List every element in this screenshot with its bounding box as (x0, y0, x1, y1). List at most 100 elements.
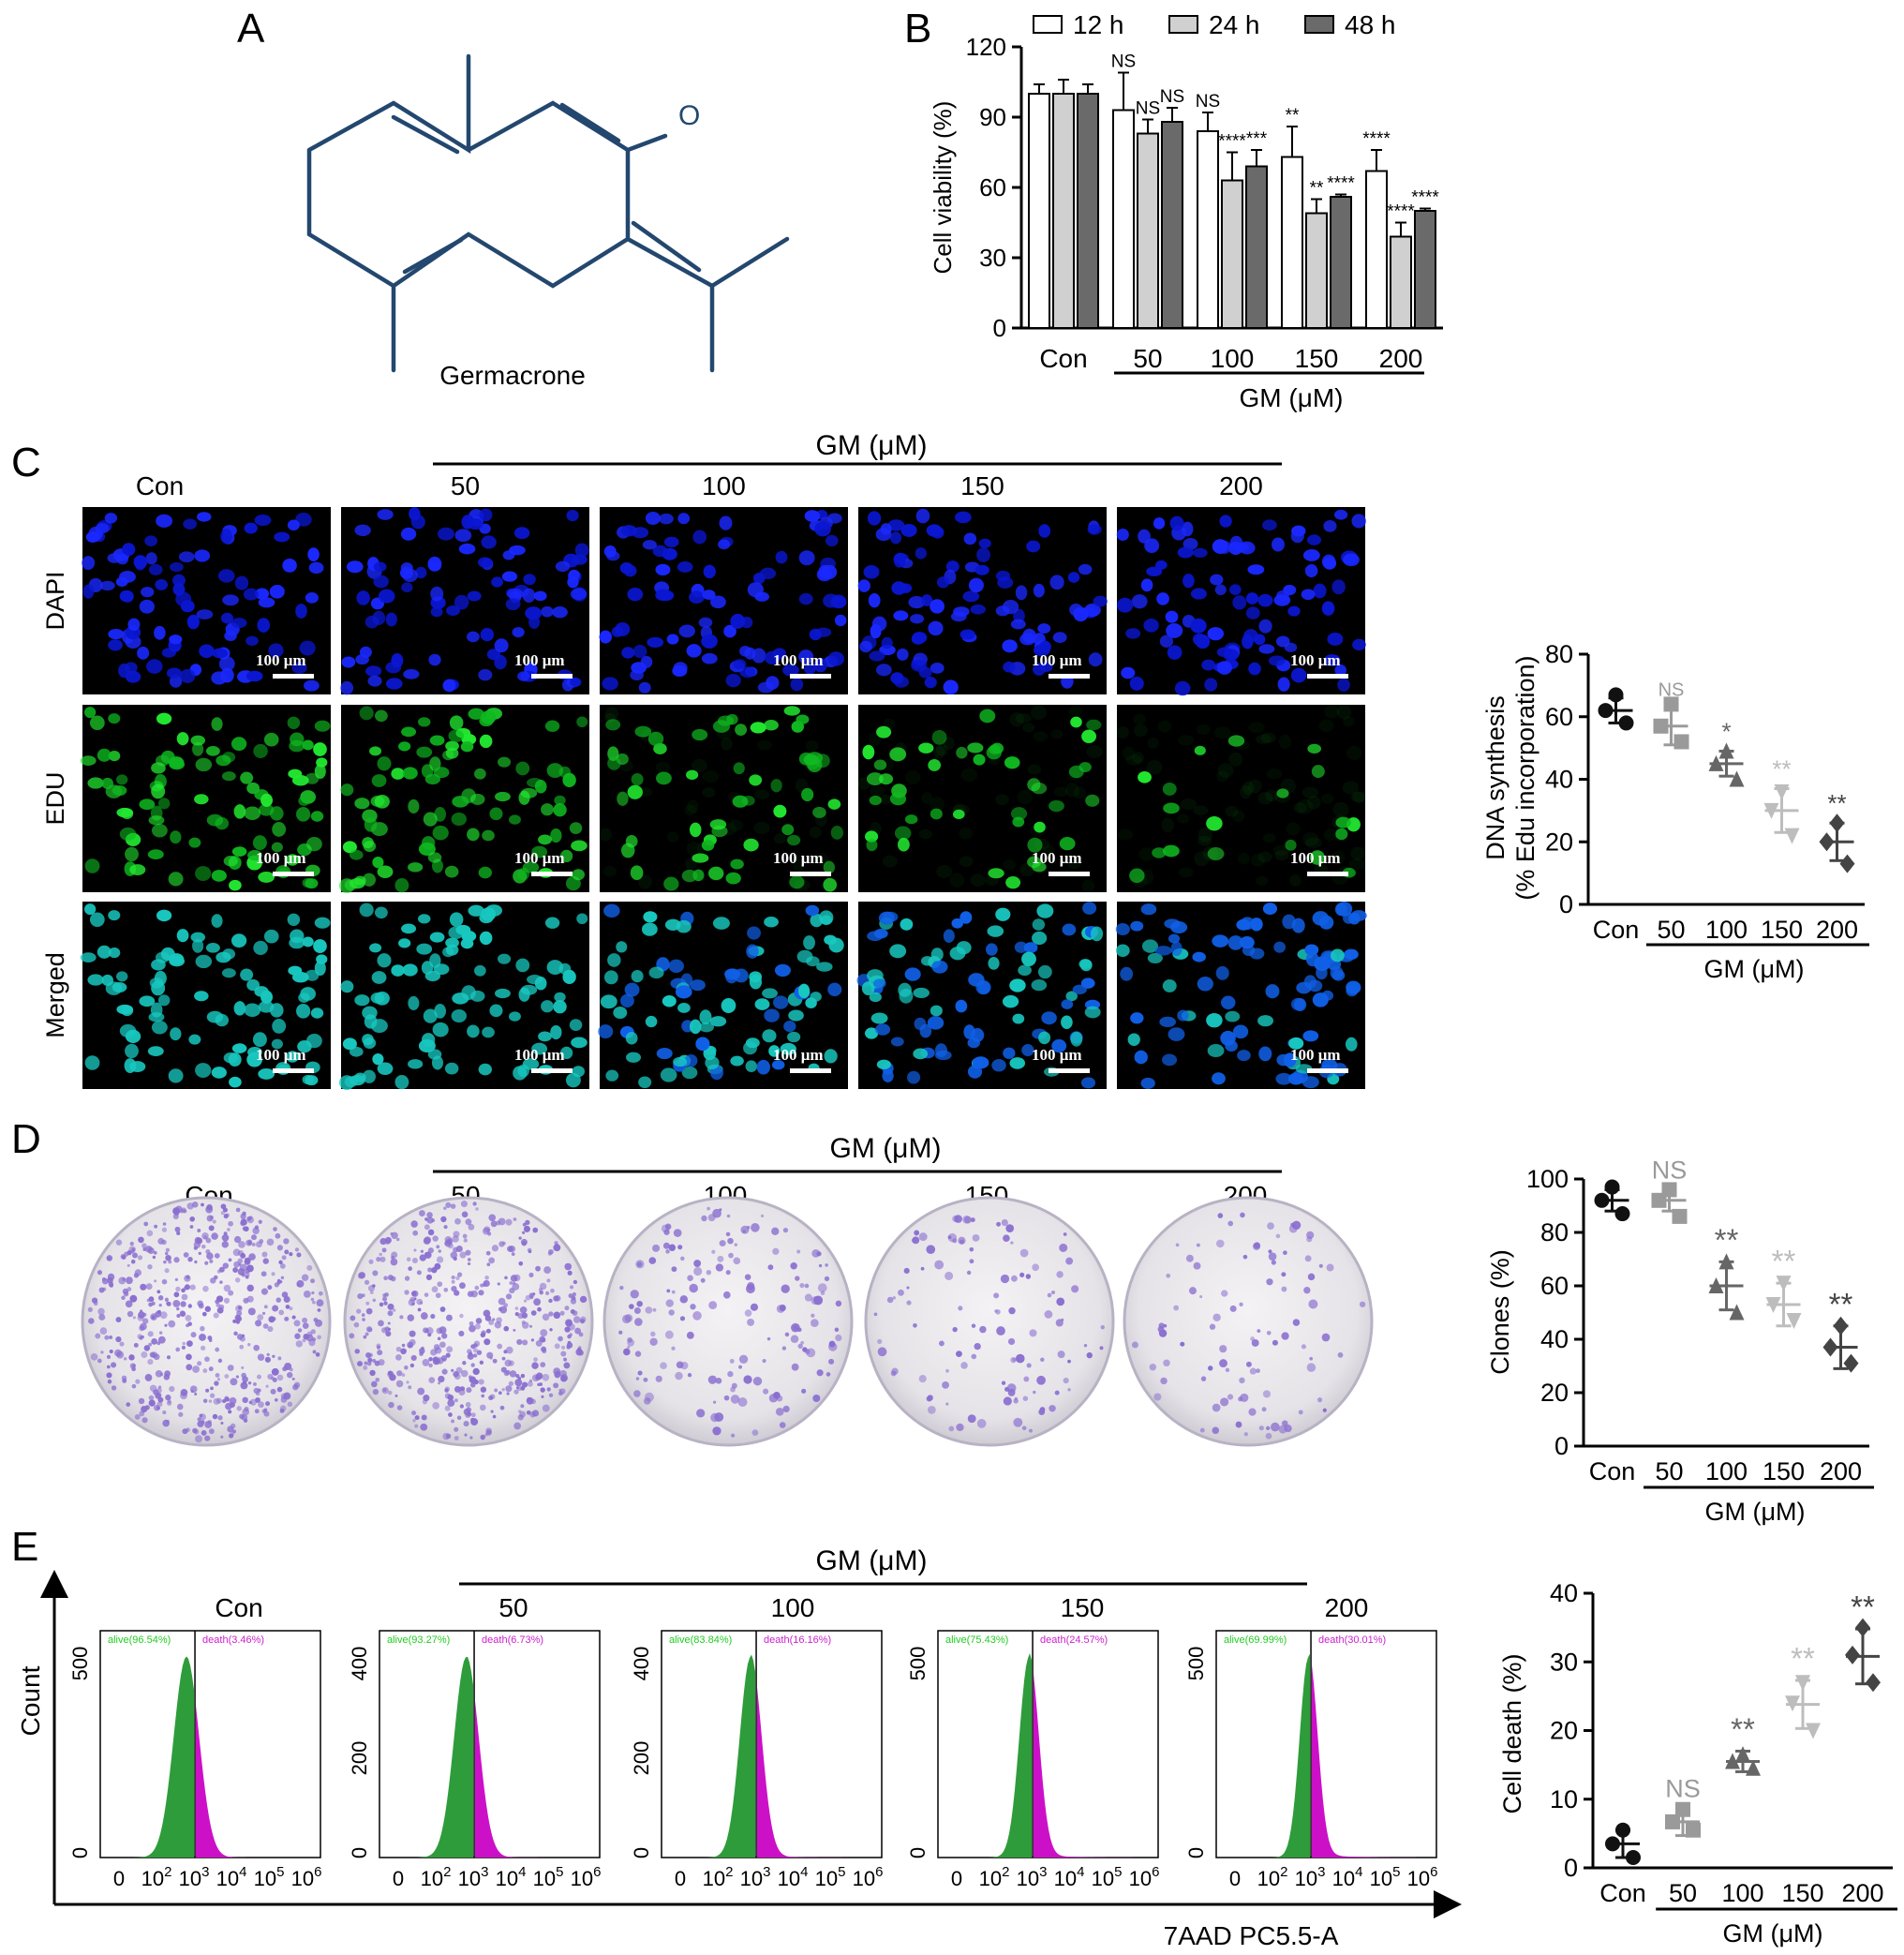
colony (472, 1201, 477, 1206)
nucleus (569, 822, 583, 834)
colony (1158, 1322, 1165, 1329)
nucleus (452, 796, 469, 808)
nucleus (689, 822, 702, 838)
colony (123, 1357, 127, 1361)
nucleus (880, 523, 892, 535)
colony (719, 1240, 726, 1247)
colony (1337, 1351, 1344, 1358)
nucleus (702, 787, 716, 798)
colony (191, 1201, 199, 1208)
nucleus (1023, 942, 1038, 953)
nucleus (626, 1052, 642, 1063)
colony (527, 1247, 532, 1253)
colony (201, 1420, 205, 1425)
nucleus (155, 578, 169, 590)
colony (752, 1376, 763, 1386)
nucleus (445, 937, 459, 948)
colony (726, 1214, 731, 1218)
colony (1219, 1359, 1227, 1368)
nucleus (739, 645, 751, 657)
colony (970, 1217, 975, 1223)
colony (1301, 1344, 1306, 1350)
colony (1158, 1329, 1168, 1337)
colony (835, 1334, 842, 1342)
data-point (1665, 1813, 1680, 1829)
b-bar (1330, 196, 1352, 329)
nucleus (600, 994, 617, 1009)
colony (310, 1297, 315, 1302)
nucleus (1022, 723, 1035, 733)
nucleus (252, 835, 267, 851)
nucleus (1350, 846, 1365, 860)
colony (693, 1266, 703, 1276)
colony (781, 1284, 790, 1293)
nucleus (803, 935, 815, 950)
nucleus (97, 748, 112, 762)
colony (1019, 1248, 1029, 1258)
nucleus (522, 588, 536, 604)
nucleus (696, 841, 711, 857)
colony (223, 1297, 231, 1304)
colony (410, 1220, 418, 1228)
nucleus (645, 1015, 658, 1028)
y-tick-label: 20 (1550, 1717, 1578, 1745)
colony (469, 1324, 476, 1333)
nucleus (1305, 837, 1322, 849)
colony (308, 1339, 316, 1347)
nucleus (933, 746, 945, 759)
nucleus (310, 1007, 324, 1019)
data-point (1672, 1208, 1688, 1224)
nucleus (677, 513, 691, 525)
colony (266, 1238, 275, 1246)
nucleus (364, 1014, 378, 1029)
nucleus (826, 513, 842, 524)
colony (247, 1380, 252, 1385)
colony (570, 1298, 577, 1305)
nucleus (1204, 678, 1218, 692)
data-point (1866, 1673, 1881, 1693)
nucleus (943, 929, 955, 943)
colony (671, 1346, 676, 1351)
colony (1040, 1357, 1045, 1363)
colony (459, 1251, 467, 1259)
colony (119, 1341, 125, 1347)
colony (828, 1358, 835, 1365)
nucleus (1316, 966, 1328, 980)
nucleus (1018, 964, 1032, 977)
nucleus (788, 1009, 804, 1022)
colony (267, 1285, 273, 1291)
colony (434, 1347, 442, 1354)
nucleus (1032, 918, 1046, 931)
nucleus (712, 917, 730, 930)
colony (479, 1360, 484, 1365)
colony (760, 1214, 765, 1218)
colony (1061, 1318, 1064, 1321)
x-tick-label: 150 (1761, 916, 1803, 944)
colony (404, 1276, 410, 1281)
colony (208, 1428, 215, 1435)
nucleus (978, 538, 991, 548)
nucleus (190, 735, 206, 746)
death-histogram (1312, 1664, 1434, 1858)
colony (1245, 1361, 1252, 1367)
colony (280, 1393, 287, 1399)
colony (515, 1386, 519, 1390)
nucleus (733, 659, 747, 670)
colony (687, 1373, 692, 1378)
nucleus (224, 631, 237, 642)
colony (751, 1429, 759, 1436)
colony (419, 1210, 425, 1216)
nucleus (268, 643, 284, 658)
colony (1267, 1222, 1274, 1231)
nucleus (127, 618, 141, 632)
nucleus (804, 510, 821, 522)
colony (379, 1256, 386, 1262)
nucleus (1287, 1072, 1304, 1085)
nucleus (1245, 592, 1259, 604)
nucleus (1072, 984, 1087, 995)
nucleus (1132, 752, 1144, 764)
nucleus (205, 746, 220, 756)
colony (775, 1407, 784, 1416)
colony (276, 1386, 283, 1393)
colony (181, 1288, 186, 1293)
